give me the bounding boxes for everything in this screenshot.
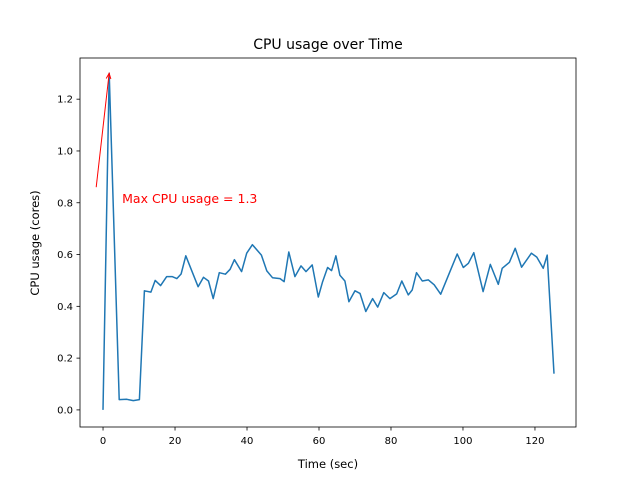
y-tick-label: 0.2 <box>57 354 73 365</box>
plot-area: 0 20 40 60 80 100 120 0.0 0.2 0.4 0.6 0.8 1.0 1.2 Max … <box>57 57 577 447</box>
x-tick-label: 120 <box>525 436 544 447</box>
axes-frame <box>79 57 577 428</box>
series-line <box>102 72 555 410</box>
y-axis-label: CPU usage (cores) <box>28 190 42 295</box>
y-tick-label: 0.8 <box>57 198 73 209</box>
x-tick-label: 100 <box>453 436 472 447</box>
x-tick-label: 0 <box>100 436 106 447</box>
annotation-arrowhead <box>105 72 112 80</box>
y-tick-label: 1.0 <box>57 146 73 157</box>
chart-title: CPU usage over Time <box>253 37 403 53</box>
y-tick-label: 1.2 <box>57 95 73 106</box>
y-tick-label: 0.6 <box>57 250 73 261</box>
annotation-arrow <box>95 73 110 188</box>
x-tick-label: 60 <box>313 436 326 447</box>
x-tick-label: 40 <box>241 436 254 447</box>
x-axis-label: Time (sec) <box>297 457 358 471</box>
y-tick-label: 0.4 <box>57 302 73 313</box>
x-tick-label: 20 <box>169 436 182 447</box>
x-tick-label: 80 <box>385 436 398 447</box>
y-tick-label: 0.0 <box>57 405 73 416</box>
annotation-text: Max CPU usage = 1.3 <box>122 191 257 206</box>
